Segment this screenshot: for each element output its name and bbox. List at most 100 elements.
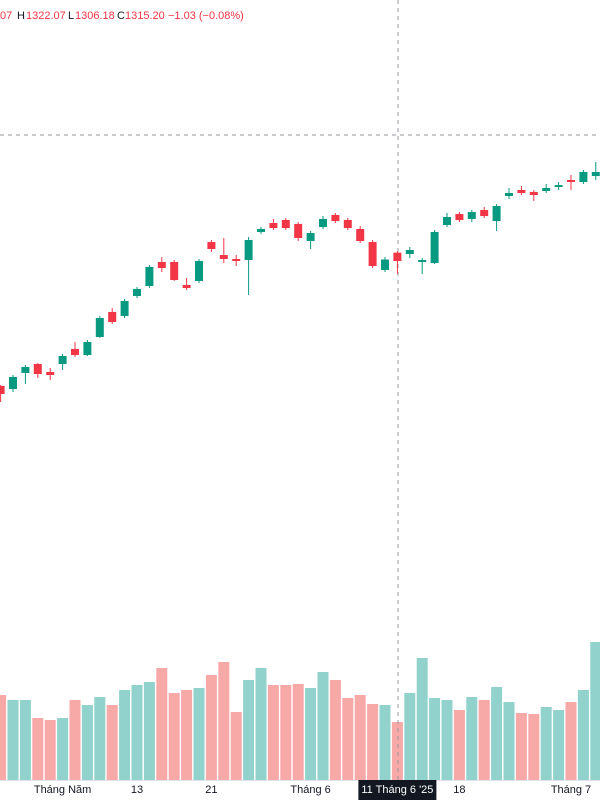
candle-body — [405, 250, 414, 254]
volume-bar — [218, 662, 230, 780]
candle-body — [591, 172, 600, 176]
volume-bar — [193, 688, 205, 780]
candle-body — [182, 285, 191, 288]
candle-body — [567, 180, 575, 182]
candle-body — [207, 242, 216, 249]
candle-body — [480, 210, 489, 216]
volume-bar — [230, 712, 242, 780]
change-value: −1.03 (−0.08%) — [168, 10, 244, 22]
candle-body — [33, 364, 42, 374]
candle-body — [0, 386, 5, 394]
volume-bar — [354, 695, 366, 780]
volume-bar — [391, 722, 403, 780]
volume-bar — [342, 698, 354, 780]
volume-bar — [19, 700, 31, 780]
volume-bar — [367, 704, 379, 780]
x-tick-label: 18 — [453, 784, 465, 796]
candle-body — [145, 267, 154, 286]
volume-bar — [131, 685, 143, 780]
candle-body — [430, 232, 439, 263]
volume-bar — [267, 685, 279, 780]
volume-bar — [317, 672, 329, 780]
candle-body — [368, 242, 377, 266]
volume-bar — [69, 700, 81, 780]
volume-bar — [0, 695, 7, 780]
candle-body — [356, 229, 365, 241]
volume-bar — [280, 685, 292, 780]
candle-body — [232, 259, 241, 261]
volume-bar — [32, 718, 44, 780]
volume-bar — [478, 700, 490, 780]
volume-bar — [540, 707, 552, 780]
x-tick-label: 13 — [131, 784, 143, 796]
volume-bar — [453, 710, 465, 780]
candle-body — [529, 192, 538, 195]
candle-body — [83, 342, 92, 355]
volume-bar — [466, 697, 478, 780]
candle-body — [381, 259, 389, 270]
volume-layer — [0, 642, 600, 780]
volume-bar — [491, 687, 503, 780]
candle-body — [579, 172, 588, 182]
candle-body — [257, 229, 265, 232]
x-tick-label: Tháng 7 — [551, 784, 591, 796]
crosshair-date-label: 11 Tháng 6 '25 — [361, 784, 433, 796]
x-tick-label: 21 — [205, 784, 217, 796]
candle-body — [133, 289, 141, 296]
volume-bar — [243, 680, 255, 780]
volume-bar — [255, 668, 267, 780]
close-value: 1315.20 — [125, 10, 165, 22]
candle-body — [71, 349, 79, 355]
candle-body — [195, 261, 203, 281]
volume-bar — [94, 697, 106, 780]
volume-bar — [577, 690, 589, 780]
volume-bar — [106, 705, 118, 780]
candle-body — [170, 262, 179, 280]
volume-bar — [515, 713, 527, 780]
volume-bar — [205, 675, 217, 780]
candle-body — [393, 252, 402, 261]
candle-body — [542, 188, 551, 191]
volume-bar — [181, 690, 193, 780]
volume-bar — [590, 642, 600, 780]
x-tick-label: Tháng 6 — [290, 784, 330, 796]
candle-body — [306, 233, 315, 241]
low-label: L — [68, 10, 74, 22]
volume-bar — [168, 693, 180, 780]
candle-body — [157, 262, 166, 268]
volume-bar — [44, 720, 56, 780]
volume-bar — [7, 700, 19, 780]
candle-body — [95, 318, 104, 337]
candle-body — [269, 223, 278, 228]
candle-body — [120, 301, 129, 316]
candle-body — [443, 217, 451, 225]
candle-body — [108, 312, 117, 322]
volume-bar — [143, 682, 155, 780]
candle-body — [58, 356, 67, 364]
candle-body — [418, 260, 427, 262]
volume-bar — [119, 690, 131, 780]
candle-body — [294, 224, 303, 238]
volume-bar — [429, 698, 441, 780]
candle-body — [219, 255, 228, 259]
volume-bar — [292, 684, 304, 780]
volume-bar — [57, 718, 69, 780]
candle-body — [505, 193, 513, 196]
x-tick-label: Tháng Năm — [34, 784, 91, 796]
candle-body — [281, 220, 290, 228]
candle-layer — [0, 162, 600, 402]
candle-body — [554, 185, 563, 187]
high-value: 1322.07 — [26, 10, 66, 22]
candle-body — [517, 190, 526, 193]
volume-bar — [565, 702, 577, 780]
low-value: 1306.18 — [75, 10, 115, 22]
candle-body — [455, 214, 464, 220]
candle-body — [21, 367, 30, 373]
candle-body — [319, 219, 327, 227]
candle-body — [46, 372, 55, 375]
ohlc-legend: 07 H 1322.07 L 1306.18 C 1315.20 −1.03 (… — [0, 10, 244, 22]
volume-bar — [441, 700, 453, 780]
volume-bar — [553, 710, 565, 780]
